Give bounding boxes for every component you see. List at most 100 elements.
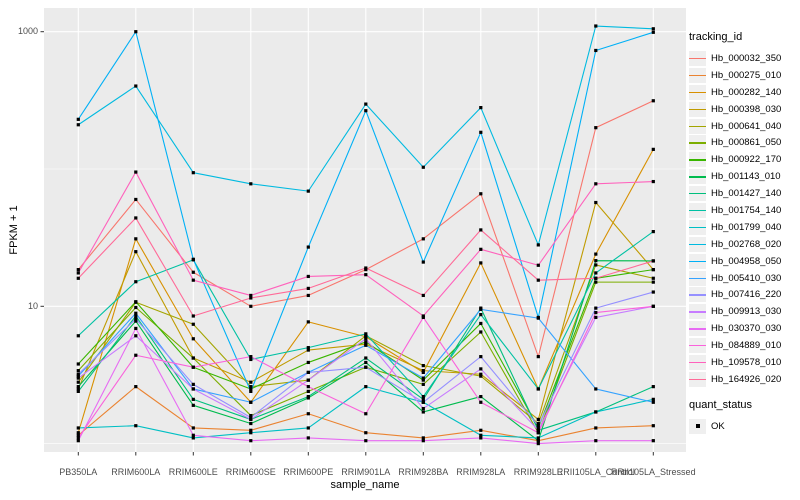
legend-key-line-icon: [689, 226, 706, 229]
legend-entry-label: Hb_000282_140: [711, 86, 782, 98]
data-point: [479, 106, 483, 110]
legend-entry: Hb_005410_030: [689, 270, 799, 287]
legend-key-line-icon: [689, 328, 706, 330]
data-point: [479, 355, 483, 359]
legend-entry: Hb_000922_170: [689, 151, 799, 168]
data-point: [421, 397, 425, 401]
data-point: [134, 280, 138, 284]
data-point: [479, 428, 483, 432]
data-point: [76, 385, 80, 389]
legend-key: [689, 152, 706, 168]
data-point: [536, 424, 540, 428]
data-point: [479, 192, 483, 196]
data-point: [134, 300, 138, 304]
data-point: [249, 182, 253, 186]
data-point: [134, 317, 138, 321]
data-point: [306, 378, 310, 382]
data-point: [306, 389, 310, 393]
data-point: [651, 424, 655, 428]
data-point: [364, 109, 368, 113]
data-point: [594, 271, 598, 275]
data-point: [594, 24, 598, 28]
data-point: [76, 117, 80, 121]
legend-key: [689, 67, 706, 83]
legend-entry-label: Hb_009913_030: [711, 306, 782, 318]
data-point: [134, 250, 138, 254]
data-point: [536, 442, 540, 446]
legend: tracking_id Hb_000032_350 Hb_000275_010 Hb…: [689, 31, 799, 435]
data-point: [76, 372, 80, 376]
legend-key-line-icon: [689, 277, 706, 279]
legend-key-line-icon: [689, 108, 706, 110]
data-point: [536, 439, 540, 443]
data-point: [306, 385, 310, 389]
legend-key-line-icon: [689, 311, 706, 313]
legend-title-tracking-id: tracking_id: [689, 31, 743, 43]
data-point: [306, 245, 310, 249]
legend-entries: Hb_000032_350 Hb_000275_010 Hb_000282_140 H…: [689, 50, 799, 388]
x-tick-label: RRIM600PE: [283, 467, 334, 477]
legend-key: [689, 118, 706, 134]
legend-key: [689, 219, 706, 235]
data-point: [651, 99, 655, 103]
legend-entry-label: Hb_084889_010: [711, 340, 782, 352]
data-point: [306, 346, 310, 350]
legend-entry: Hb_084889_010: [689, 337, 799, 354]
data-point: [421, 410, 425, 414]
data-point: [364, 334, 368, 338]
data-point: [594, 315, 598, 320]
data-point: [421, 400, 425, 404]
data-point: [249, 296, 253, 300]
x-tick-label: RRIM928BA: [398, 467, 449, 477]
x-tick-label: RRIM928LA: [456, 467, 506, 477]
data-point: [651, 147, 655, 151]
data-point: [134, 424, 138, 428]
data-point: [364, 102, 368, 106]
x-tick-label: RRIM600LA: [111, 467, 161, 477]
data-point: [364, 273, 368, 277]
legend-entry-label: Hb_000641_040: [711, 120, 782, 132]
data-point: [76, 387, 80, 391]
data-point: [421, 439, 425, 443]
y-tick-label: 10: [27, 300, 38, 311]
data-point: [134, 314, 138, 318]
legend-entry-label: Hb_164926_020: [711, 373, 782, 385]
data-point: [191, 382, 195, 386]
data-point: [191, 397, 195, 401]
data-point: [594, 252, 598, 256]
legend-key: [689, 169, 706, 185]
data-point: [134, 197, 138, 202]
data-point: [594, 426, 598, 430]
data-point: [651, 397, 655, 401]
data-point: [421, 376, 425, 380]
data-point: [421, 369, 425, 373]
legend-entry: Hb_009913_030: [689, 303, 799, 320]
legend-entry: Hb_001427_140: [689, 185, 799, 202]
data-point: [421, 378, 425, 382]
x-tick-label: RRIM901LA: [341, 467, 391, 477]
legend-key-line-icon: [689, 378, 706, 381]
data-point: [536, 431, 540, 435]
data-point: [249, 415, 253, 420]
legend-entry-label: Hb_000922_170: [711, 154, 782, 166]
data-point: [651, 385, 655, 389]
data-point: [191, 322, 195, 326]
data-point: [76, 436, 80, 440]
legend-entry: Hb_001799_040: [689, 219, 799, 236]
data-point: [191, 403, 195, 407]
legend-key-line-icon: [689, 91, 706, 94]
data-point: [249, 355, 253, 359]
data-point: [364, 360, 368, 365]
x-tick-label: PB350LA: [59, 467, 98, 477]
data-point: [421, 363, 425, 368]
data-point: [364, 385, 368, 389]
data-point: [249, 431, 253, 435]
data-point: [651, 259, 655, 263]
legend-key-line-icon: [689, 243, 706, 246]
data-point: [249, 380, 253, 384]
legend-entry: Hb_109578_010: [689, 354, 799, 371]
legend-key: [689, 236, 706, 252]
legend-key: [689, 50, 706, 66]
data-point: [594, 276, 598, 280]
data-point: [306, 286, 310, 291]
